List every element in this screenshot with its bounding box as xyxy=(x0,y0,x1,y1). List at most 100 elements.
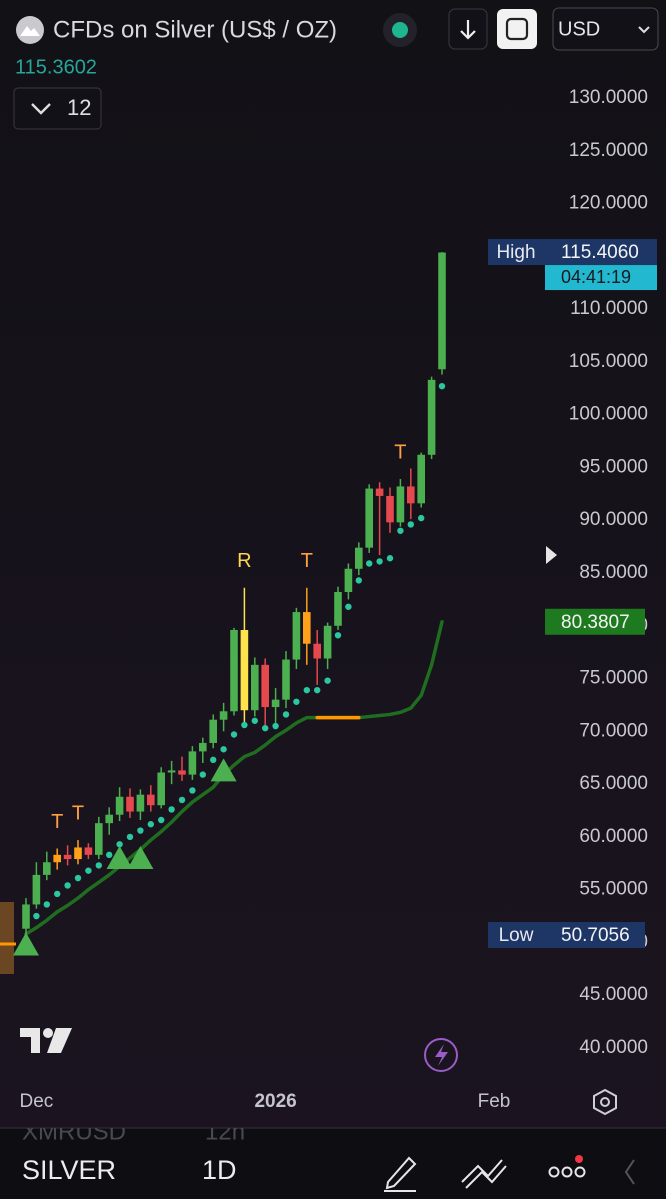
candle-body xyxy=(417,454,425,504)
toolbar-background xyxy=(0,1128,666,1199)
more-dot xyxy=(574,1166,586,1178)
sar-dot xyxy=(241,721,248,729)
y-tick-label: 100.0000 xyxy=(569,404,648,425)
y-tick-label: 85.0000 xyxy=(579,562,648,583)
candle-body xyxy=(157,772,165,806)
indicators-button[interactable] xyxy=(461,1159,507,1189)
sar-dot xyxy=(345,603,352,610)
y-tick-label: 105.0000 xyxy=(569,351,648,372)
sar-dot xyxy=(251,717,258,724)
y-tick-label: 45.0000 xyxy=(579,984,648,1005)
sar-dot xyxy=(189,787,196,794)
alert-button[interactable] xyxy=(424,1038,458,1072)
signal-label: T xyxy=(301,550,313,572)
symbol-button[interactable]: SILVER xyxy=(22,1155,116,1185)
sar-dot xyxy=(397,527,404,534)
trend-line xyxy=(24,620,444,936)
candle-body xyxy=(303,612,311,644)
price-tag-text: 115.4060 xyxy=(561,242,639,263)
previous-symbol: XMRUSD xyxy=(22,1118,126,1145)
sar-dot xyxy=(74,874,82,882)
candle-body xyxy=(126,796,134,812)
price-tag xyxy=(545,608,645,635)
sar-dot xyxy=(168,806,175,813)
x-tick-label: Feb xyxy=(478,1091,511,1112)
indicator-count: 12 xyxy=(67,95,91,120)
sar-dot xyxy=(54,890,61,898)
scroll-pointer[interactable] xyxy=(546,546,557,564)
candle-body xyxy=(271,699,280,708)
sar-dot xyxy=(199,771,206,778)
sar-dot xyxy=(386,555,394,562)
candle-body xyxy=(147,794,155,806)
y-tick-label: 130.0000 xyxy=(569,87,648,108)
more-button[interactable] xyxy=(548,1155,586,1178)
draw-button[interactable] xyxy=(384,1156,417,1192)
price-tag xyxy=(545,239,657,266)
y-tick-label: 120.0000 xyxy=(569,193,648,214)
sar-dot xyxy=(324,677,331,684)
candle-body xyxy=(282,659,290,700)
indicator-toggle[interactable] xyxy=(13,87,102,130)
price-tag-text: 50.7056 xyxy=(561,925,630,946)
buy-marker xyxy=(106,846,133,869)
price-tag-text: 80.3807 xyxy=(561,612,630,633)
sar-dot xyxy=(147,821,154,828)
sar-dot xyxy=(220,746,227,753)
last-price: 115.3602 xyxy=(15,56,97,78)
collapse-button[interactable] xyxy=(624,1159,635,1185)
more-dot xyxy=(548,1166,560,1178)
candle-body xyxy=(261,664,269,708)
sar-dot xyxy=(376,558,383,565)
candle-body xyxy=(344,568,353,592)
y-tick-label: 65.0000 xyxy=(579,773,648,794)
notification-dot xyxy=(575,1155,583,1163)
settings-button[interactable] xyxy=(593,1088,617,1116)
candle-body xyxy=(438,252,446,370)
logo-part xyxy=(43,1028,53,1038)
candle-body xyxy=(365,488,373,548)
x-tick-label: Dec xyxy=(20,1091,54,1112)
plot: 130.0000125.0000120.0000115.0000110.0000… xyxy=(13,87,657,1112)
candle-body xyxy=(167,770,176,773)
status-dot xyxy=(392,22,408,38)
sar-dot xyxy=(293,698,300,705)
candle-body xyxy=(115,796,124,815)
y-tick-label: 75.0000 xyxy=(579,668,648,689)
chart-background xyxy=(0,0,666,1128)
symbol-icon-glyph xyxy=(20,26,40,36)
alert-icon xyxy=(435,1044,448,1066)
sar-dot xyxy=(178,796,186,804)
candle-body xyxy=(240,630,249,711)
signal-label: T xyxy=(72,802,84,824)
sar-dot xyxy=(303,686,310,694)
tag-label: Low xyxy=(499,925,534,946)
sar-dot xyxy=(210,756,217,764)
candle-body xyxy=(219,711,228,720)
sar-dot xyxy=(438,382,446,390)
y-tick-label: 125.0000 xyxy=(569,140,648,161)
buy-marker xyxy=(210,758,237,782)
candle-body xyxy=(136,794,145,812)
toggle-chevron xyxy=(31,103,51,115)
y-tick-label: 60.0000 xyxy=(579,826,648,847)
sar-dot xyxy=(272,722,279,730)
candle-body xyxy=(209,719,217,743)
layout-button[interactable] xyxy=(497,9,537,49)
candle-body xyxy=(313,643,321,659)
sar-dot xyxy=(137,827,144,834)
sar-dot xyxy=(158,816,165,824)
interval-button[interactable]: 1D xyxy=(202,1155,237,1185)
price-tag xyxy=(545,921,645,948)
countdown-text: 04:41:19 xyxy=(561,267,631,287)
sar-dot xyxy=(282,711,290,718)
sar-dot xyxy=(33,912,40,920)
currency-dropdown[interactable] xyxy=(552,7,659,51)
tag-label: High xyxy=(496,242,535,263)
signal-label: T xyxy=(51,811,63,833)
countdown-box xyxy=(545,265,657,291)
sar-dot xyxy=(355,577,362,584)
previous-tab: XMRUSD 12h xyxy=(22,1118,245,1145)
sar-dot xyxy=(230,731,238,738)
candle-body xyxy=(32,874,41,905)
